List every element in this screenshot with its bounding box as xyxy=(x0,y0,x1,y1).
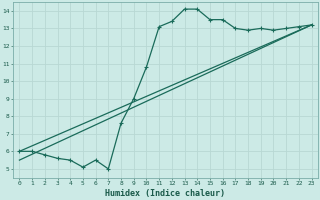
X-axis label: Humidex (Indice chaleur): Humidex (Indice chaleur) xyxy=(106,189,226,198)
